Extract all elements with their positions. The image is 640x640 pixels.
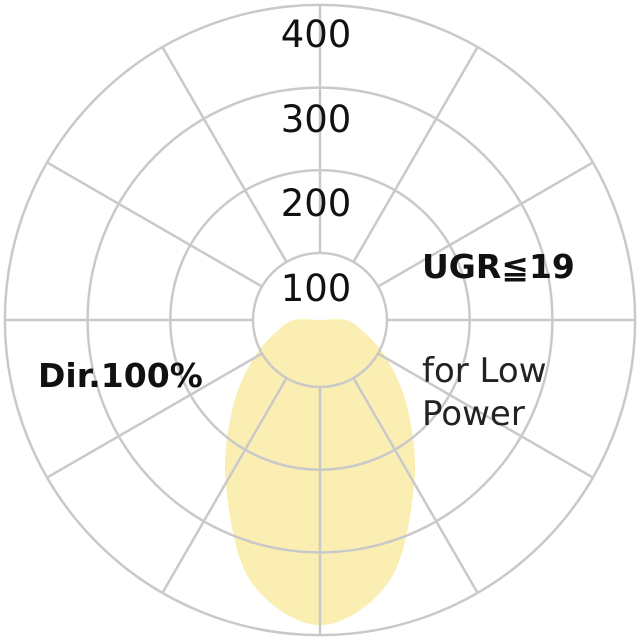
tick-label-400: 400 [281, 13, 352, 56]
low-power-label-line1: for Low [422, 351, 547, 391]
grid-spoke-120 [377, 352, 594, 479]
tick-label-200: 200 [281, 182, 352, 225]
grid-spoke-150 [352, 377, 479, 594]
grid-spoke-30 [352, 46, 479, 263]
grid-spoke-210 [161, 377, 288, 594]
tick-label-100: 100 [281, 267, 352, 310]
grid-spoke-60 [377, 161, 594, 288]
grid-spoke-330 [161, 46, 288, 263]
grid-spoke-300 [46, 161, 263, 288]
tick-label-300: 300 [281, 98, 352, 141]
ugr-label: UGR≦19 [422, 247, 575, 286]
low-power-label-line2: Power [422, 394, 525, 434]
grid-spoke-240 [46, 352, 263, 479]
direct-ratio-label: Dir.100% [38, 356, 203, 395]
